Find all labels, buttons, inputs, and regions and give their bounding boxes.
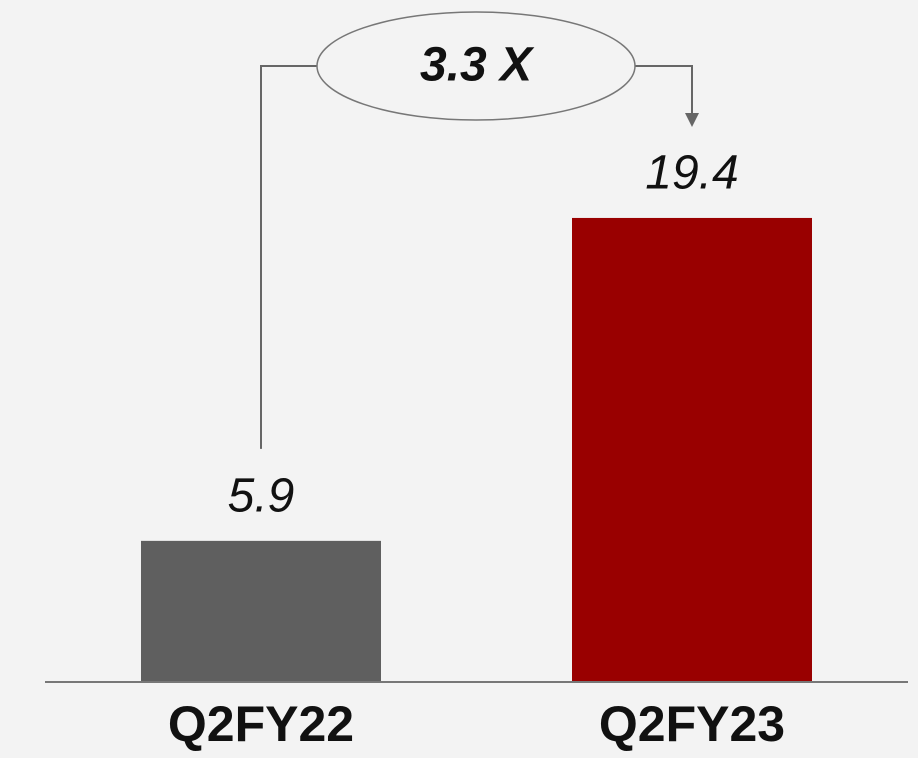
bar <box>141 540 381 682</box>
arrow-head <box>685 112 699 127</box>
connector <box>260 65 317 449</box>
bar <box>572 217 812 682</box>
value-label: 19.4 <box>645 147 738 200</box>
x-tick-label: Q2FY22 <box>168 696 354 752</box>
connector <box>635 65 693 114</box>
annotation: 3.3 X <box>420 39 535 92</box>
x-tick-label: Q2FY23 <box>599 696 785 752</box>
annotation-bubble <box>316 11 636 121</box>
value-label: 5.9 <box>228 470 295 523</box>
